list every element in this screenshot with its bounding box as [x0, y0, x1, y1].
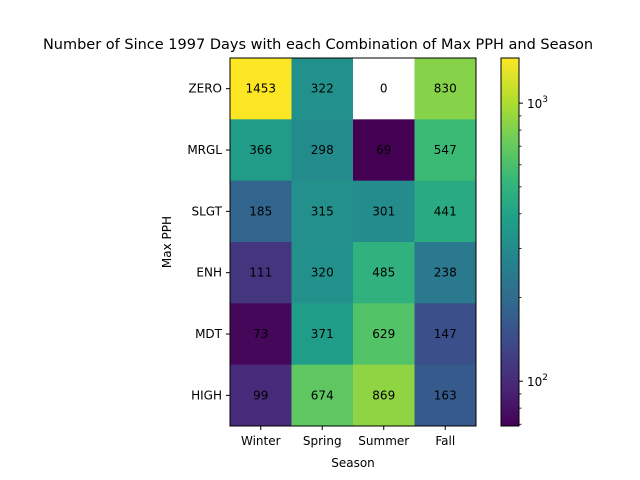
y-axis-label: Max PPH: [160, 216, 174, 268]
cell-value-label: 73: [253, 327, 268, 341]
cell-value-label: 147: [434, 327, 457, 341]
cell-value-label: 99: [253, 388, 268, 402]
colorbar-tick-base: 10: [527, 97, 542, 111]
heatmap-cell: [230, 364, 292, 427]
cell-value-label: 371: [311, 327, 334, 341]
cell-value-label: 315: [311, 204, 334, 218]
plot-frame: [229, 57, 477, 427]
cell-value-label: 111: [249, 266, 272, 280]
x-tick-label: Fall: [435, 434, 455, 448]
heatmap-cell: [291, 180, 354, 243]
heatmap-cell: [353, 119, 415, 182]
cell-value-label: 830: [434, 82, 457, 96]
x-tick-label: Winter: [241, 434, 281, 448]
colorbar-tick-label: 102: [527, 373, 548, 389]
heatmap-cell: [414, 180, 477, 243]
heatmap-cell: [353, 242, 415, 304]
heatmap-cell: [414, 58, 477, 120]
heatmap-cells: [230, 58, 477, 427]
cell-value-label: 547: [434, 143, 457, 157]
cell-value-label: 629: [372, 327, 395, 341]
cell-value-label: 366: [249, 143, 272, 157]
heatmap-cell: [353, 58, 415, 120]
x-tick-label: Summer: [358, 434, 409, 448]
cell-value-label: 869: [372, 388, 395, 402]
heatmap-cell: [230, 58, 292, 120]
heatmap-cell: [291, 364, 354, 427]
y-tick-label: ZERO: [188, 82, 222, 96]
cell-value-label: 69: [376, 143, 391, 157]
cell-value-label: 298: [311, 143, 334, 157]
heatmap-cell: [353, 180, 415, 243]
cell-value-label: 441: [434, 204, 457, 218]
heatmap-cell: [414, 303, 477, 366]
colorbar-tick-base: 10: [527, 375, 542, 389]
y-tick-label: SLGT: [191, 204, 222, 218]
colorbar-tick-label: 103: [527, 95, 548, 111]
heatmap-cell: [230, 242, 292, 304]
heatmap-cell: [414, 364, 477, 427]
x-tick-label: Spring: [303, 434, 342, 448]
heatmap-cell: [230, 119, 292, 182]
cell-value-label: 485: [372, 266, 395, 280]
heatmap-cell: [291, 242, 354, 304]
cell-value-label: 1453: [245, 82, 276, 96]
colorbar-gradient: [501, 58, 519, 426]
heatmap-cell: [353, 364, 415, 427]
cell-value-label: 0: [380, 82, 388, 96]
cell-value-label: 674: [311, 388, 334, 402]
chart-title: Number of Since 1997 Days with each Comb…: [43, 37, 593, 53]
colorbar-tick-exponent: 3: [542, 95, 548, 105]
heatmap-cell: [291, 119, 354, 182]
colorbar-tick-exponent: 2: [542, 373, 548, 383]
cell-value-label: 301: [372, 204, 395, 218]
heatmap-cell-labels: 1453 322 0 830 366 298 69 547 185 315 301 441 111 320…: [245, 82, 456, 403]
heatmap-cell: [291, 303, 354, 366]
y-tick-label: MRGL: [187, 143, 222, 157]
heatmap-cell: [414, 242, 477, 304]
heatmap-cell: [414, 119, 477, 182]
heatmap-cell: [230, 303, 292, 366]
cell-value-label: 320: [311, 266, 334, 280]
heatmap-cell: [230, 180, 292, 243]
y-tick-label: MDT: [195, 327, 223, 341]
cell-value-label: 238: [434, 266, 457, 280]
x-axis-label: Season: [331, 456, 375, 470]
heatmap-cell: [353, 303, 415, 366]
heatmap-cell: [291, 58, 354, 120]
y-tick-label: ENH: [196, 266, 222, 280]
y-tick-label: HIGH: [191, 388, 222, 402]
cell-value-label: 163: [434, 388, 457, 402]
cell-value-label: 322: [311, 82, 334, 96]
y-axis: ZERO MRGL SLGT ENH MDT HIGH: [187, 82, 230, 402]
x-axis: Winter Spring Summer Fall: [241, 426, 455, 448]
colorbar-frame: [500, 57, 520, 427]
cell-value-label: 185: [249, 204, 272, 218]
